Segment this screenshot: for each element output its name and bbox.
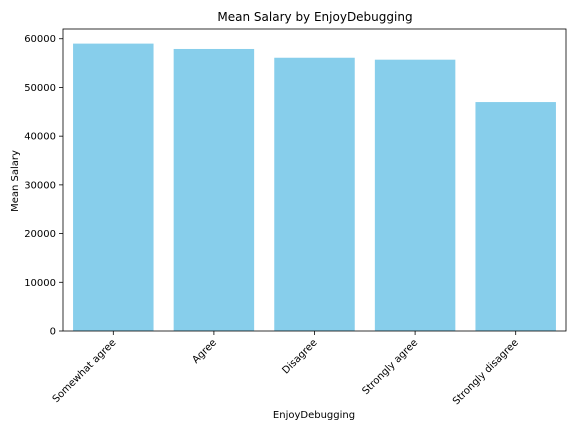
y-tick-label-4: 40000	[24, 132, 56, 143]
plot-frame	[62, 28, 567, 332]
x-tick-label-4: Strongly disagree	[451, 337, 521, 407]
bar-4	[475, 102, 556, 331]
x-tick-label-3: Strongly agree	[360, 337, 420, 397]
chart-title: Mean Salary by EnjoyDebugging	[217, 10, 412, 24]
x-axis: Somewhat agree Agree Disagree Strongly agre…	[51, 331, 521, 407]
bar-1	[173, 48, 255, 331]
x-tick-label-1: Agree	[190, 337, 219, 366]
bar-2	[274, 57, 355, 331]
bars-group	[73, 43, 556, 331]
y-tick-label-1: 10000	[24, 278, 56, 289]
y-tick-label-0: 0	[50, 327, 56, 338]
bar-3	[374, 59, 456, 331]
y-tick-label-2: 20000	[24, 229, 56, 240]
y-axis: 0 10000 20000 30000 40000 50000 60000	[24, 34, 63, 338]
x-tick-label-2: Disagree	[280, 337, 319, 376]
y-tick-label-6: 60000	[24, 34, 56, 45]
y-tick-label-5: 50000	[24, 83, 56, 94]
x-tick-label-0: Somewhat agree	[51, 337, 119, 405]
bar-0	[73, 43, 154, 331]
y-tick-label-3: 30000	[24, 180, 56, 191]
y-axis-label: Mean Salary	[10, 150, 21, 212]
x-axis-label: EnjoyDebugging	[273, 410, 355, 421]
